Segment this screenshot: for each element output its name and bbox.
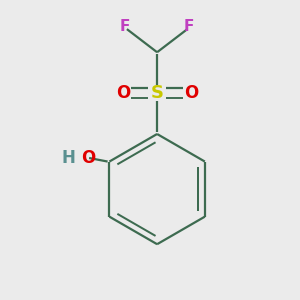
Text: S: S bbox=[151, 84, 164, 102]
Text: O: O bbox=[116, 84, 130, 102]
Text: F: F bbox=[120, 19, 130, 34]
Text: H: H bbox=[62, 149, 76, 167]
Text: O: O bbox=[184, 84, 198, 102]
Text: F: F bbox=[184, 19, 194, 34]
Text: O: O bbox=[81, 149, 96, 167]
